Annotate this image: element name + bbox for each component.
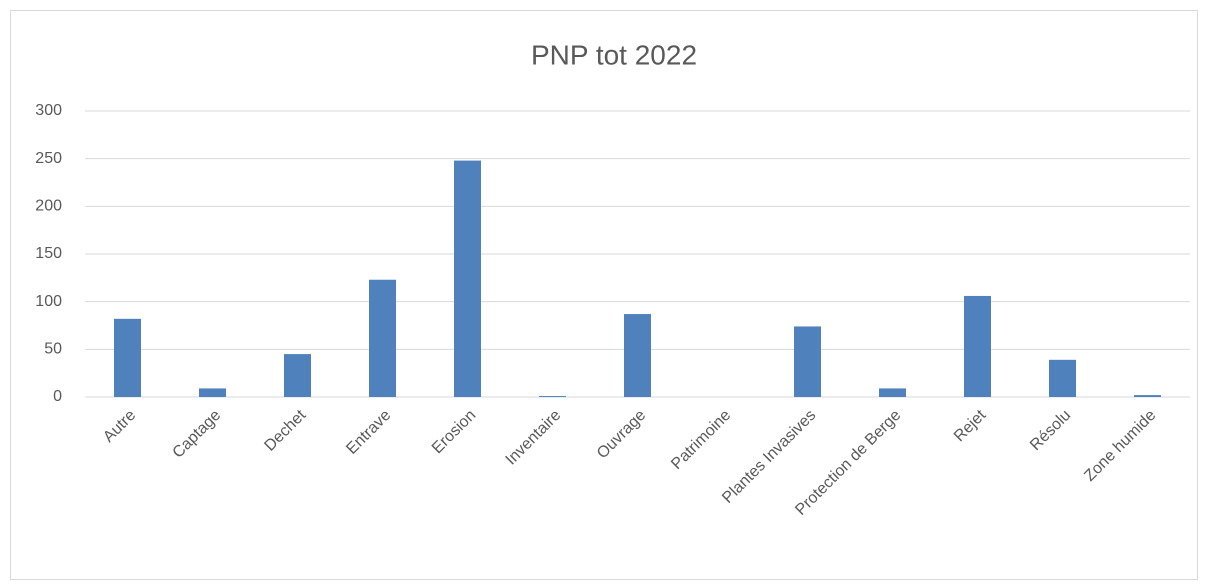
bar — [794, 326, 821, 397]
bar — [369, 279, 396, 397]
bar — [1134, 395, 1161, 397]
bar — [199, 388, 226, 397]
bar — [539, 396, 566, 397]
bar — [284, 354, 311, 397]
y-tick-label: 0 — [53, 388, 62, 405]
bar — [964, 295, 991, 397]
y-tick-label: 300 — [35, 102, 62, 119]
y-tick-label: 250 — [35, 150, 62, 167]
y-tick-label: 100 — [35, 293, 62, 310]
y-tick-label: 200 — [35, 198, 62, 215]
bar — [1049, 359, 1076, 397]
y-tick-label: 50 — [44, 341, 62, 358]
chart-frame — [10, 10, 1198, 580]
bar — [114, 318, 141, 397]
bar — [454, 160, 481, 397]
y-tick-label: 150 — [35, 245, 62, 262]
bar — [624, 314, 651, 397]
chart-title: PNP tot 2022 — [531, 39, 697, 70]
bar — [879, 388, 906, 397]
